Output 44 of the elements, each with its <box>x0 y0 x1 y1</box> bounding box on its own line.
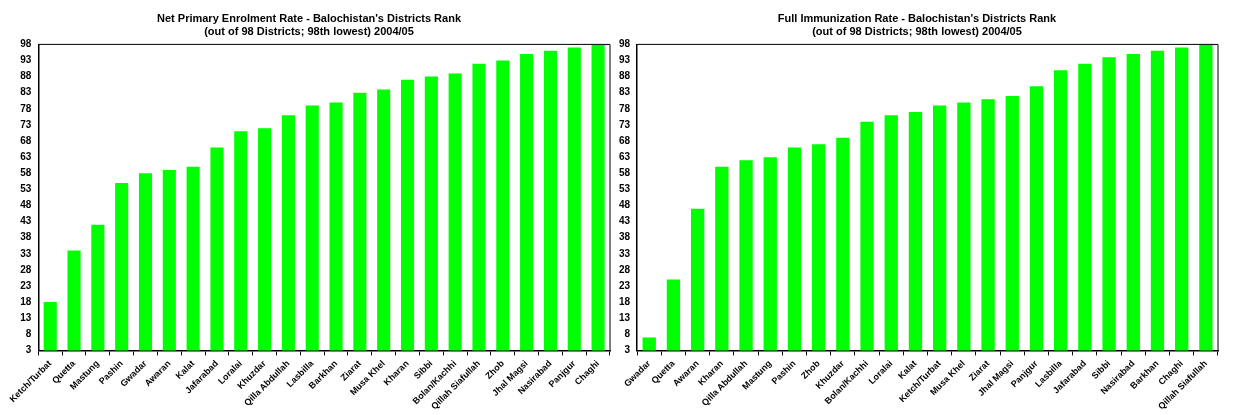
y-tick-label: 78 <box>20 102 32 114</box>
y-tick-label: 3 <box>624 344 631 356</box>
y-tick-label: 78 <box>619 102 631 114</box>
y-tick-label: 13 <box>619 311 631 323</box>
y-tick-label: 58 <box>619 166 631 178</box>
y-tick-label: 88 <box>20 70 32 82</box>
y-tick-label: 38 <box>20 231 32 243</box>
y-tick-label: 38 <box>619 231 631 243</box>
y-tick-label: 28 <box>619 263 631 275</box>
y-tick-label: 43 <box>619 215 631 227</box>
y-tick-label: 33 <box>20 247 32 259</box>
y-tick-label: 73 <box>20 118 32 130</box>
y-tick-label: 43 <box>20 215 32 227</box>
y-tick-label: 53 <box>619 183 631 195</box>
y-tick-label: 33 <box>619 247 631 259</box>
y-tick-label: 73 <box>619 118 631 130</box>
y-tick-label: 53 <box>20 183 32 195</box>
y-tick-label: 23 <box>619 279 631 291</box>
y-tick-label: 93 <box>20 54 32 66</box>
y-tick-label: 93 <box>619 54 631 66</box>
chart-subtitle: (out of 98 Districts; 98th lowest) 2004/05 <box>204 24 414 37</box>
y-tick-label: 68 <box>619 134 631 146</box>
y-tick-label: 63 <box>20 150 32 162</box>
chart-subtitle: (out of 98 Districts; 98th lowest) 2004/05 <box>812 24 1022 37</box>
y-tick-label: 48 <box>619 199 631 211</box>
y-tick-label: 88 <box>619 70 631 82</box>
y-tick-label: 58 <box>20 166 32 178</box>
y-tick-label: 83 <box>20 86 32 98</box>
y-tick-label: 8 <box>624 328 631 340</box>
y-tick-label: 3 <box>25 344 32 356</box>
y-tick-label: 28 <box>20 263 32 275</box>
chart-title: Net Primary Enrolment Rate - Balochistan's Districts Rank <box>157 11 462 24</box>
y-tick-label: 8 <box>25 328 32 340</box>
y-tick-label: 98 <box>619 38 631 50</box>
y-tick-label: 83 <box>619 86 631 98</box>
y-tick-label: 68 <box>20 134 32 146</box>
y-tick-label: 13 <box>20 311 32 323</box>
y-tick-label: 23 <box>20 279 32 291</box>
y-tick-label: 18 <box>619 295 631 307</box>
y-tick-label: 18 <box>20 295 32 307</box>
chart-title: Full Immunization Rate - Balochistan's Districts Rank <box>777 11 1058 24</box>
y-tick-label: 48 <box>20 199 32 211</box>
y-tick-label: 63 <box>619 150 631 162</box>
y-tick-label: 98 <box>20 38 32 50</box>
